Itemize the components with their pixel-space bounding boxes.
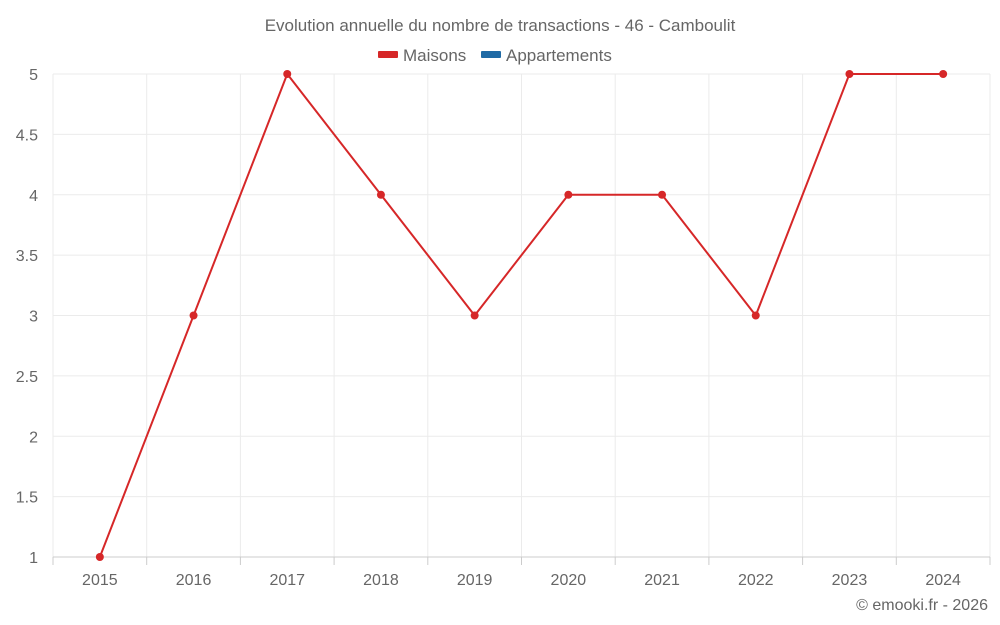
x-tick-label-2017: 2017 (269, 572, 305, 589)
legend-label-appartements: Appartements (506, 46, 612, 65)
y-tick-label-7: 4.5 (16, 127, 38, 144)
data-point-maisons-2023[interactable] (845, 70, 854, 78)
y-tick-label-2: 2 (29, 429, 38, 446)
y-tick-label-0: 1 (29, 550, 38, 567)
y-tick-label-3: 2.5 (16, 369, 38, 386)
data-point-maisons-2022[interactable] (751, 311, 760, 320)
data-point-maisons-2021[interactable] (658, 190, 667, 199)
legend-swatch-appartements (481, 51, 501, 58)
data-point-maisons-2017[interactable] (283, 70, 292, 78)
x-tick-label-2015: 2015 (82, 572, 118, 589)
chart-legend: Maisons Appartements (378, 46, 612, 65)
data-point-maisons-2015[interactable] (95, 553, 104, 561)
y-tick-label-1: 1.5 (16, 490, 38, 507)
x-tick-labels: 2015 2016 2017 2018 2019 2020 2021 2022 2023 2024 (82, 572, 961, 589)
chart-title: Evolution annuelle du nombre de transact… (265, 16, 736, 35)
data-point-maisons-2024[interactable] (939, 70, 948, 78)
legend-item-maisons[interactable]: Maisons (378, 46, 466, 65)
x-tick-label-2018: 2018 (363, 572, 399, 589)
y-tick-label-6: 4 (29, 188, 38, 205)
series-line-maisons (98, 73, 945, 558)
x-tick-label-2022: 2022 (738, 572, 774, 589)
legend-swatch-maisons (378, 51, 398, 58)
x-tick-label-2020: 2020 (551, 572, 587, 589)
axes (52, 556, 991, 565)
x-tick-label-2019: 2019 (457, 572, 493, 589)
data-point-maisons-2016[interactable] (189, 311, 198, 320)
series-group (95, 70, 948, 561)
y-tick-label-5: 3.5 (16, 248, 38, 265)
legend-item-appartements[interactable]: Appartements (481, 46, 612, 65)
x-tick-label-2024: 2024 (925, 572, 961, 589)
x-tick-label-2016: 2016 (176, 572, 212, 589)
x-tick-label-2023: 2023 (832, 572, 868, 589)
y-tick-label-4: 3 (29, 309, 38, 326)
data-point-maisons-2019[interactable] (470, 311, 479, 320)
legend-label-maisons: Maisons (403, 46, 466, 65)
y-tick-labels: 1 1.5 2 2.5 3 3.5 4 4.5 5 (16, 67, 38, 567)
x-tick-label-2021: 2021 (644, 572, 680, 589)
data-point-maisons-2020[interactable] (564, 190, 573, 199)
credit-text: © emooki.fr - 2026 (856, 597, 988, 614)
y-tick-label-8: 5 (29, 67, 38, 84)
data-point-maisons-2018[interactable] (376, 190, 385, 199)
